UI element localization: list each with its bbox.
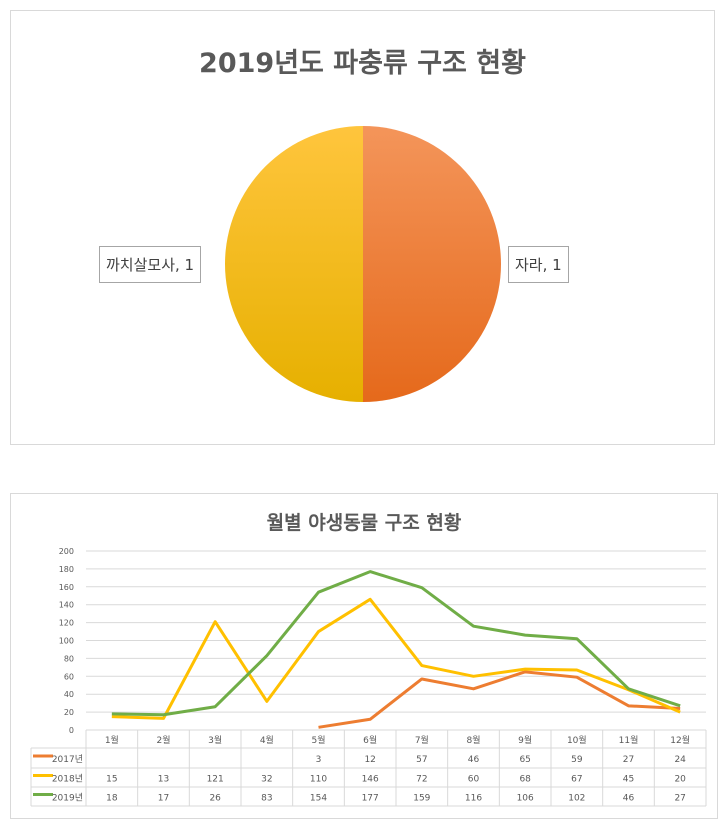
y-tick-label: 180 [59, 565, 74, 574]
data-table-cell: 102 [568, 794, 585, 804]
legend-label: 2018년 [52, 774, 83, 785]
x-category-label: 1월 [105, 734, 119, 746]
pie-slice [363, 126, 501, 402]
data-table-cell: 146 [362, 775, 379, 785]
data-table-cell: 15 [106, 775, 117, 785]
data-table-cell: 32 [261, 775, 272, 785]
x-category-label: 10월 [567, 734, 587, 746]
data-table-cell: 46 [623, 794, 635, 804]
data-table-cell: 27 [623, 755, 634, 765]
y-tick-label: 120 [59, 619, 74, 628]
line-chart-panel: 월별 야생동물 구조 현황 0 20 40 60 80 100 120 140 160 180 20… [10, 493, 718, 819]
y-tick-label: 40 [64, 690, 74, 699]
data-table-cell: 24 [674, 755, 686, 765]
data-table-cell: 110 [310, 775, 327, 785]
pie-chart [225, 126, 501, 402]
data-table-cell: 121 [207, 775, 224, 785]
pie-data-label: 까치살모사, 1 [99, 246, 202, 283]
data-table-cell: 60 [468, 775, 480, 785]
data-table-cell: 72 [416, 775, 427, 785]
data-table-cell: 68 [519, 775, 531, 785]
data-table-cell: 59 [571, 755, 583, 765]
data-table-cell: 26 [209, 794, 221, 804]
data-table-cell: 57 [416, 755, 427, 765]
data-table-cell: 3 [316, 755, 322, 765]
data-table-cell: 67 [571, 775, 582, 785]
pie-chart-panel: 2019년도 파충류 구조 현황 까치살모사, 1 자라, 1 [10, 10, 715, 445]
x-category-label: 5월 [311, 734, 325, 746]
series-line-2017년 [318, 670, 681, 729]
data-table-cell: 12 [364, 755, 375, 765]
data-table-cell: 106 [517, 794, 534, 804]
data-table-cell: 83 [261, 794, 272, 804]
data-table-cell: 45 [623, 775, 634, 785]
data-table-cell: 20 [674, 775, 686, 785]
legend-label: 2019년 [52, 793, 83, 804]
x-category-label: 7월 [415, 734, 429, 746]
data-table-cell: 116 [465, 794, 482, 804]
x-category-label: 4월 [260, 734, 274, 746]
pie-slice [225, 126, 363, 402]
x-category-label: 3월 [208, 734, 222, 746]
y-tick-label: 0 [69, 726, 74, 735]
legend-label: 2017년 [52, 754, 83, 765]
series-line-2019년 [111, 570, 681, 717]
pie-data-label: 자라, 1 [508, 246, 569, 283]
y-tick-label: 80 [64, 654, 74, 663]
y-tick-label: 60 [64, 672, 74, 681]
data-table-cell: 65 [519, 755, 530, 765]
data-table-cell: 27 [674, 794, 685, 804]
data-table-cell: 17 [158, 794, 169, 804]
series-line-2018년 [111, 597, 681, 720]
pie-chart-title: 2019년도 파충류 구조 현황 [199, 48, 526, 79]
y-tick-label: 160 [59, 583, 74, 592]
x-category-label: 6월 [363, 734, 377, 746]
data-table-cell: 177 [362, 794, 379, 804]
x-category-label: 9월 [518, 734, 532, 746]
x-category-label: 11월 [619, 734, 639, 746]
x-category-label: 12월 [670, 734, 690, 746]
y-tick-label: 100 [59, 637, 74, 646]
x-category-label: 8월 [466, 734, 480, 746]
y-tick-label: 200 [59, 547, 74, 556]
data-table-cell: 159 [413, 794, 430, 804]
line-chart: 0 20 40 60 80 100 120 140 160 180 200 1월 2월 3월 4월 5월 6월 7… [30, 547, 707, 807]
y-tick-label: 140 [59, 601, 74, 610]
data-table-cell: 46 [468, 755, 480, 765]
line-chart-title: 월별 야생동물 구조 현황 [266, 512, 462, 534]
data-table-cell: 154 [310, 794, 327, 804]
data-table-cell: 18 [106, 794, 118, 804]
y-tick-label: 20 [64, 708, 74, 717]
x-category-label: 2월 [156, 734, 170, 746]
data-table-cell: 13 [158, 775, 169, 785]
